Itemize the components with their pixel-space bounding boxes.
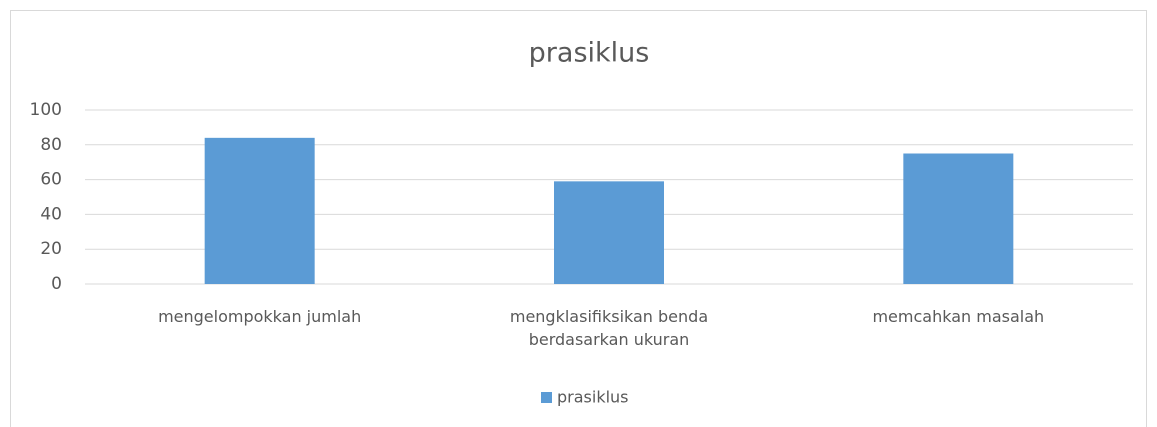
y-tick-label: 0: [51, 274, 62, 294]
x-tick-label: mengelompokkan jumlah: [158, 307, 362, 326]
chart-title: prasiklus: [529, 38, 650, 69]
x-tick-label: memcahkan masalah: [872, 307, 1045, 326]
y-tick-label: 40: [40, 204, 62, 224]
bar: [204, 137, 315, 284]
y-tick-label: 100: [30, 100, 62, 120]
y-tick-label: 60: [40, 170, 62, 190]
y-tick-label: 80: [40, 135, 62, 155]
bar: [903, 153, 1014, 284]
x-tick-label: mengklasifiksikan benda berdasarkan ukur…: [509, 307, 709, 349]
y-tick-label: 20: [40, 239, 62, 259]
legend-swatch: [541, 392, 552, 403]
legend-label: prasiklus: [557, 388, 629, 407]
bar: [554, 181, 664, 284]
